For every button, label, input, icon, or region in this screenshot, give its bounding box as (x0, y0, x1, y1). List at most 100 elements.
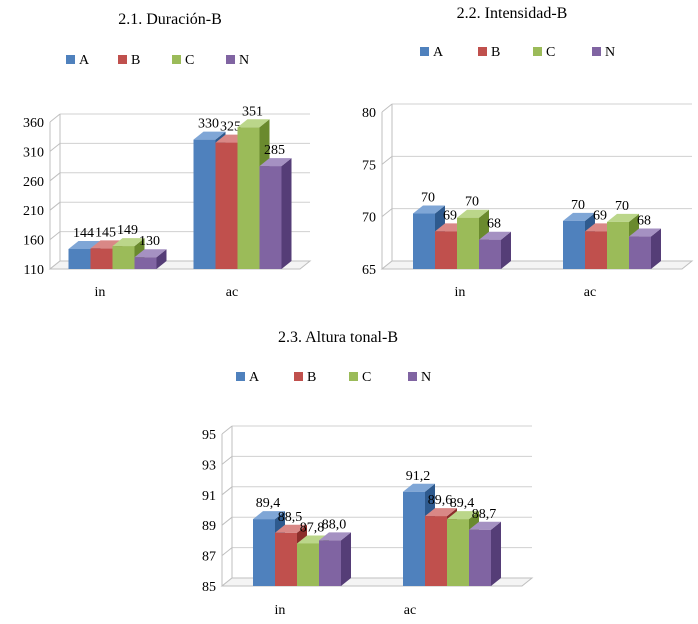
legend-swatch-C (533, 47, 542, 56)
data-label-B-in: 88,5 (278, 510, 303, 525)
legend-label-N: N (239, 53, 249, 68)
bar-N-ac (469, 529, 491, 586)
legend-label-B: B (491, 45, 500, 60)
bar-N-ac (259, 166, 282, 269)
y-tick-label: 91 (202, 489, 216, 504)
bar-N-in (134, 257, 157, 269)
legend-label-C: C (185, 53, 194, 68)
legend-label-A: A (433, 45, 444, 60)
bar-top-A-ac (193, 131, 226, 140)
data-label-A-in: 89,4 (256, 496, 281, 511)
y-tick-label: 160 (23, 234, 44, 249)
legend-swatch-N (592, 47, 601, 56)
chart-title: 2.2. Intensidad-B (457, 5, 568, 22)
data-label-B-in: 145 (95, 225, 116, 240)
y-tick-label: 65 (362, 263, 376, 278)
legend-swatch-A (66, 55, 75, 64)
bar-C-in (112, 246, 135, 269)
bar-top-N-ac (259, 158, 292, 167)
y-tick-label: 70 (362, 211, 376, 226)
gridline-depth (49, 231, 61, 240)
bar-top-N-ac (629, 228, 661, 237)
bar-B-in (275, 532, 297, 586)
gridline-depth (221, 516, 233, 526)
data-label-A-in: 70 (421, 191, 435, 206)
y-tick-label: 87 (202, 550, 216, 565)
category-label-ac: ac (226, 285, 238, 300)
bar-side-N-in (501, 231, 511, 269)
data-label-B-ac: 89,6 (428, 493, 453, 508)
data-label-C-in: 149 (117, 223, 138, 238)
data-label-C-ac: 89,4 (450, 496, 475, 511)
gridline-depth (221, 486, 233, 496)
y-tick-label: 360 (23, 116, 44, 131)
chart-2: 2.2. Intensidad-B A B C N 65 70 75 80 70 69 70 68 70 6… (362, 5, 694, 300)
bar-side-N-ac (491, 521, 501, 586)
legend-swatch-B (294, 372, 303, 381)
gridline-depth (221, 425, 233, 435)
legend-label-C: C (362, 370, 371, 385)
bar-C-ac (607, 221, 629, 269)
bar-top-C-in (457, 209, 489, 218)
bar-C-in (457, 217, 479, 269)
bar-B-ac (215, 142, 238, 269)
bar-A-in (253, 519, 275, 586)
data-label-C-ac: 351 (242, 104, 263, 119)
bar-C-ac (237, 127, 260, 270)
data-label-A-in: 144 (73, 226, 94, 241)
data-label-N-ac: 88,7 (472, 507, 497, 522)
bar-top-C-ac (447, 511, 479, 520)
bar-N-in (319, 540, 341, 586)
legend-swatch-C (349, 372, 358, 381)
legend-swatch-B (478, 47, 487, 56)
data-label-N-in: 130 (139, 234, 160, 249)
bar-side-N-in (156, 249, 167, 269)
y-tick-label: 95 (202, 428, 216, 443)
legend-label-C: C (546, 45, 555, 60)
legend-label-N: N (421, 370, 431, 385)
gridline-depth (381, 103, 393, 113)
bar-A-ac (193, 139, 216, 269)
legend-swatch-A (236, 372, 245, 381)
bar-top-C-in (112, 238, 145, 247)
gridline-depth (381, 208, 393, 218)
y-tick-label: 80 (362, 106, 376, 121)
bar-top-N-in (319, 532, 351, 541)
y-tick-label: 75 (362, 158, 376, 173)
bar-side-N-ac (651, 228, 661, 269)
data-label-N-ac: 68 (637, 214, 651, 229)
legend-swatch-C (172, 55, 181, 64)
y-tick-label: 93 (202, 458, 216, 473)
bar-A-in (413, 213, 435, 269)
bar-top-N-ac (469, 521, 501, 530)
gridline-depth (49, 113, 61, 123)
gridline-depth (221, 456, 233, 465)
data-label-A-ac: 70 (571, 198, 585, 213)
bar-top-C-ac (607, 213, 639, 222)
legend-label-B: B (307, 370, 316, 385)
category-label-in: in (95, 285, 106, 300)
category-label-ac: ac (584, 285, 596, 300)
legend-swatch-N (226, 55, 235, 64)
gridline-depth (221, 547, 233, 556)
bar-N-ac (629, 236, 651, 269)
bar-A-ac (403, 491, 425, 586)
legend-label-N: N (605, 45, 615, 60)
y-tick-label: 210 (23, 204, 44, 219)
bar-C-ac (447, 519, 469, 586)
legend-swatch-B (118, 55, 127, 64)
data-label-A-ac: 91,2 (406, 469, 431, 484)
y-tick-label: 110 (24, 263, 44, 278)
legend-swatch-N (408, 372, 417, 381)
bar-top-N-in (134, 249, 167, 258)
data-label-N-in: 68 (487, 217, 501, 232)
category-label-in: in (275, 603, 286, 618)
y-tick-label: 260 (23, 175, 44, 190)
bar-side-N-in (341, 532, 351, 586)
data-label-B-in: 69 (443, 208, 457, 223)
bar-B-ac (585, 231, 607, 269)
legend-label-A: A (79, 53, 90, 68)
bar-top-B-ac (425, 508, 457, 517)
gridline-depth (49, 172, 61, 182)
bar-top-N-in (479, 231, 511, 240)
